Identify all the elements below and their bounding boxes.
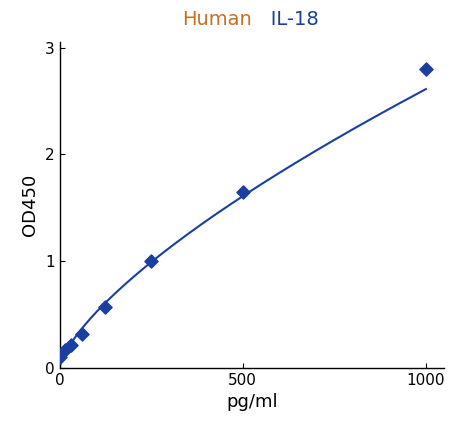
Text: Human: Human xyxy=(182,10,252,29)
Point xyxy=(147,258,155,265)
Text: IL-18: IL-18 xyxy=(252,10,319,29)
X-axis label: pg/ml: pg/ml xyxy=(226,393,278,412)
Point xyxy=(422,66,430,72)
Point xyxy=(56,354,63,361)
Point xyxy=(239,188,246,195)
Point xyxy=(79,330,86,337)
Point xyxy=(61,346,69,353)
Y-axis label: OD450: OD450 xyxy=(22,174,39,236)
Point xyxy=(67,341,75,348)
Point xyxy=(102,304,109,310)
